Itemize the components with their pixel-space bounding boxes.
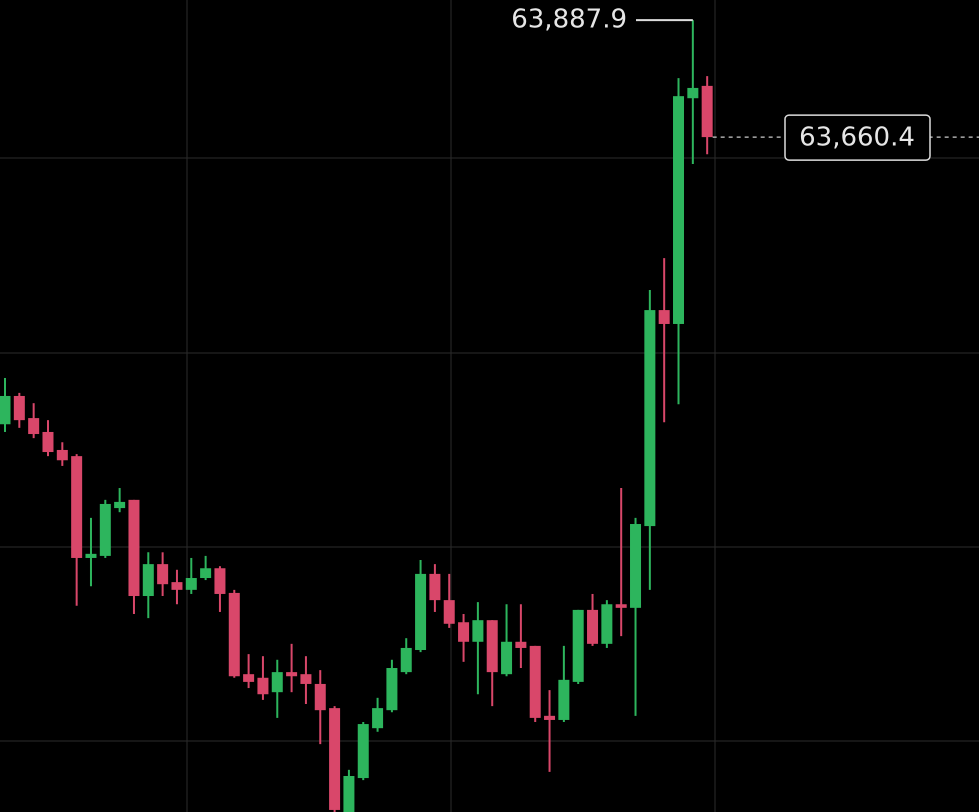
candle-body: [114, 501, 126, 509]
candle-body: [13, 395, 25, 421]
candle-body: [673, 96, 685, 324]
candle-body: [128, 499, 140, 597]
candle-body: [185, 578, 197, 590]
candle-body: [544, 715, 556, 720]
candle-body: [99, 503, 111, 556]
candle-body: [687, 87, 699, 99]
candle-body: [400, 647, 412, 673]
candle-body: [601, 604, 613, 644]
candle-body: [458, 622, 470, 642]
candle-body: [42, 431, 54, 453]
candle-body: [658, 310, 670, 324]
candle-body: [157, 564, 169, 585]
candle-body: [286, 672, 298, 677]
candle-body: [171, 582, 183, 590]
candle-body: [558, 679, 570, 720]
candle-body: [0, 395, 11, 425]
candle-body: [529, 645, 541, 718]
candle-body: [314, 683, 326, 711]
candle-body: [271, 672, 283, 693]
candle-body: [572, 609, 584, 682]
candle-body: [486, 620, 498, 673]
last-price-box: [784, 114, 931, 161]
candle-body: [429, 573, 441, 601]
last-price-label: 63,660.4: [799, 123, 915, 153]
candle-body: [415, 573, 427, 651]
candle-body: [214, 568, 226, 594]
candle-body: [644, 310, 656, 527]
candle-body: [329, 708, 341, 810]
candle-body: [372, 708, 384, 729]
candle-body: [443, 600, 455, 624]
candle-body: [501, 641, 513, 675]
candle-body: [630, 524, 642, 608]
candle-body: [85, 553, 97, 558]
candle-body: [300, 674, 312, 684]
candle-body: [200, 568, 212, 579]
candle-body: [472, 620, 484, 642]
candle-body: [587, 609, 599, 644]
candle-body: [615, 604, 627, 608]
candle-body: [243, 674, 255, 682]
candle-body: [56, 449, 68, 461]
candle-body: [343, 776, 355, 812]
candle-body: [142, 564, 154, 597]
candle-body: [28, 418, 40, 435]
candle-body: [357, 724, 369, 779]
candle-body: [257, 677, 269, 695]
candle-body: [71, 456, 83, 558]
high-marker-label: 63,887.9: [511, 5, 627, 35]
candle-body: [515, 641, 527, 648]
candle-body: [386, 668, 398, 711]
candle-body: [701, 85, 713, 138]
candle-body: [228, 592, 240, 677]
